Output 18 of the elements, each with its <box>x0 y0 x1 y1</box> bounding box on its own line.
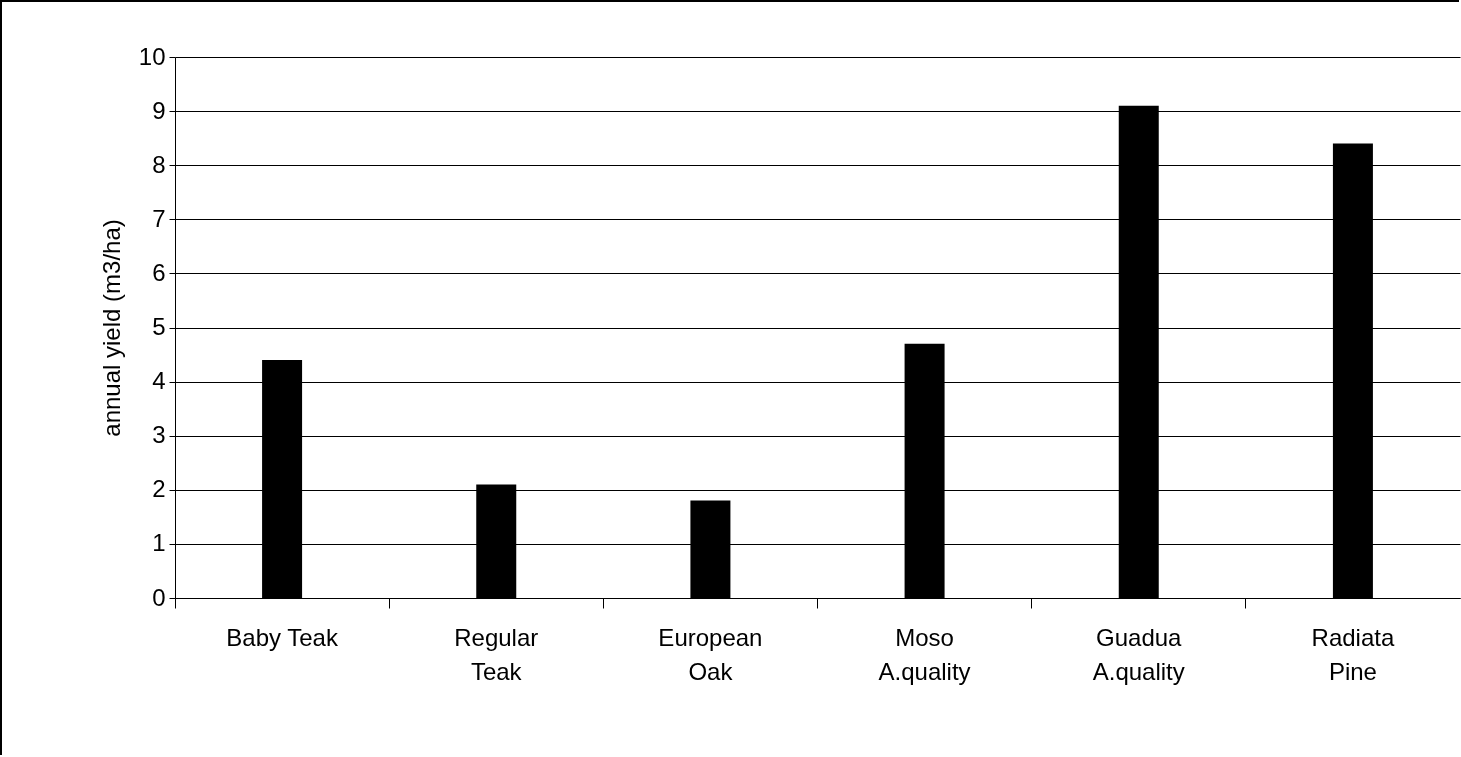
y-tick-label: 0 <box>152 583 166 611</box>
y-tick-label: 5 <box>152 313 166 340</box>
x-tick-label: Guadua A.quality <box>1092 623 1185 685</box>
x-tick-label: Regular Teak <box>454 623 539 685</box>
x-tick-label: European Oak <box>658 623 763 685</box>
y-tick-label: 1 <box>152 529 166 557</box>
y-tick-label: 6 <box>152 258 166 286</box>
y-tick-label: 7 <box>152 204 166 232</box>
y-tick-label: 2 <box>152 475 166 503</box>
x-tick-label: Radiata Pine <box>1311 623 1395 685</box>
y-tick-label: 4 <box>152 367 166 395</box>
x-tick-label: Moso A.quality <box>878 623 971 685</box>
x-tick-label: Baby Teak <box>226 623 339 651</box>
y-tick-label: 10 <box>138 42 166 70</box>
y-tick-label: 9 <box>152 96 166 124</box>
y-axis-title: annual yield (m3/ha) <box>97 219 125 437</box>
y-tick-label: 8 <box>152 150 166 178</box>
y-tick-label: 3 <box>152 421 166 449</box>
